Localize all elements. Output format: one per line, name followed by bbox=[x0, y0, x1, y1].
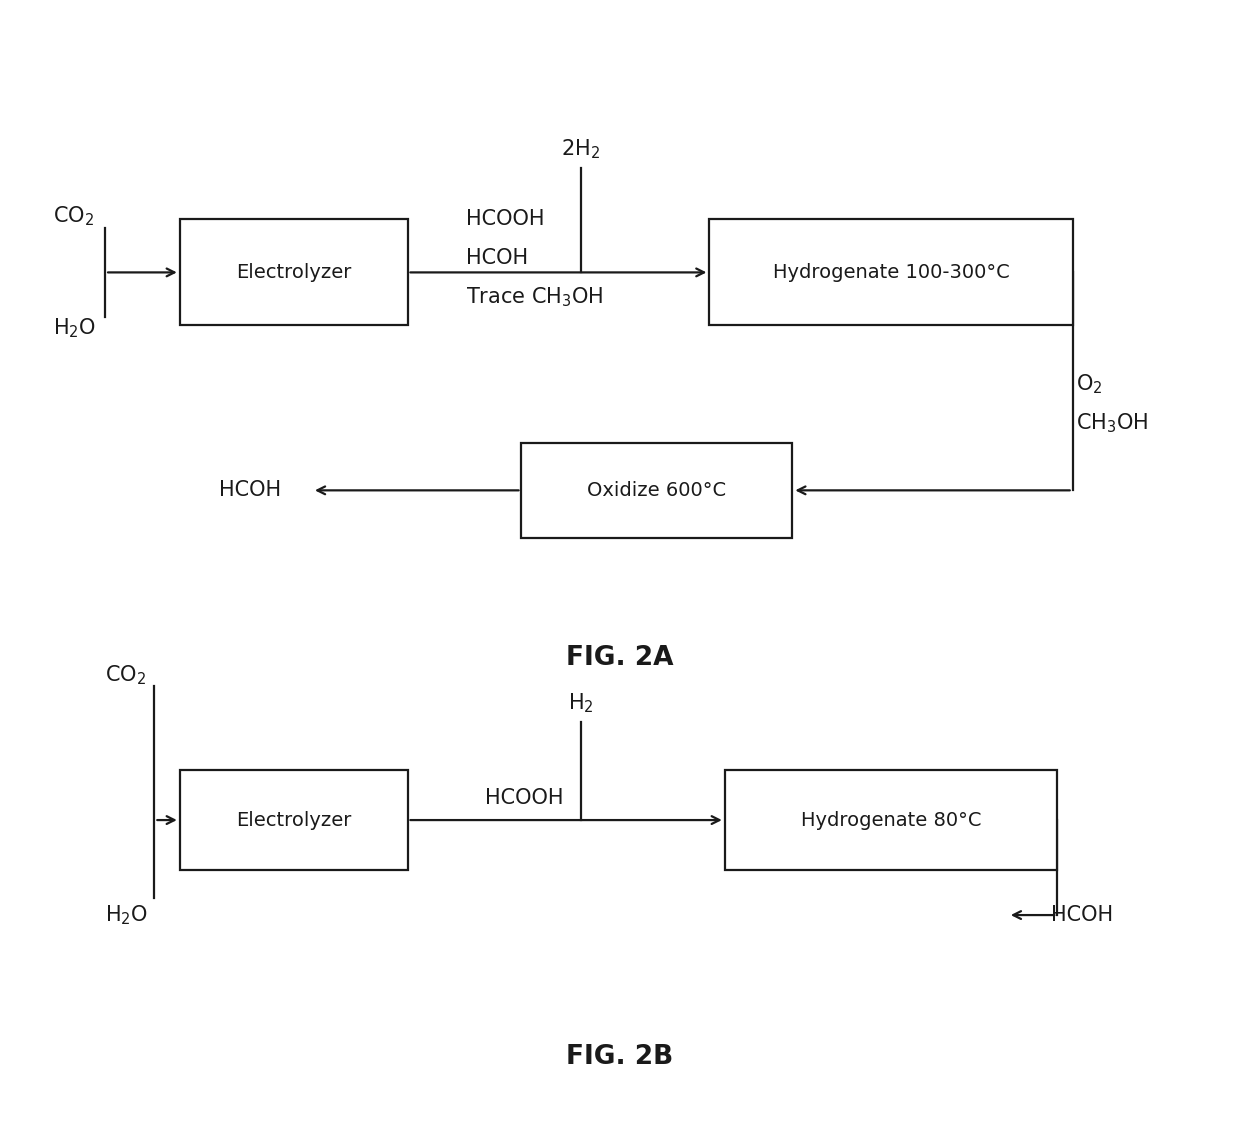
Text: FIG. 2B: FIG. 2B bbox=[567, 1044, 673, 1070]
Text: O$_2$: O$_2$ bbox=[1076, 373, 1102, 396]
FancyBboxPatch shape bbox=[180, 770, 408, 870]
Text: HCOH: HCOH bbox=[219, 481, 281, 500]
Text: H$_2$: H$_2$ bbox=[568, 691, 594, 715]
Text: HCOH: HCOH bbox=[1050, 905, 1112, 926]
Text: FIG. 2A: FIG. 2A bbox=[567, 645, 673, 671]
FancyBboxPatch shape bbox=[709, 220, 1073, 325]
Text: H$_2$O: H$_2$O bbox=[105, 903, 149, 927]
Text: HCOOH: HCOOH bbox=[466, 208, 544, 229]
FancyBboxPatch shape bbox=[522, 443, 792, 538]
Text: 2H$_2$: 2H$_2$ bbox=[560, 137, 600, 161]
FancyBboxPatch shape bbox=[180, 220, 408, 325]
Text: Electrolyzer: Electrolyzer bbox=[236, 811, 351, 830]
Text: H$_2$O: H$_2$O bbox=[53, 316, 97, 340]
FancyBboxPatch shape bbox=[724, 770, 1058, 870]
Text: CH$_3$OH: CH$_3$OH bbox=[1076, 411, 1148, 435]
Text: HCOOH: HCOOH bbox=[485, 788, 563, 807]
Text: Electrolyzer: Electrolyzer bbox=[236, 262, 351, 282]
Text: Hydrogenate 80°C: Hydrogenate 80°C bbox=[801, 811, 981, 830]
Text: CO$_2$: CO$_2$ bbox=[105, 663, 146, 687]
Text: Hydrogenate 100-300°C: Hydrogenate 100-300°C bbox=[773, 262, 1009, 282]
Text: Oxidize 600°C: Oxidize 600°C bbox=[588, 481, 727, 500]
Text: CO$_2$: CO$_2$ bbox=[53, 205, 94, 229]
Text: HCOH: HCOH bbox=[466, 248, 528, 268]
Text: Trace CH$_3$OH: Trace CH$_3$OH bbox=[466, 285, 604, 309]
